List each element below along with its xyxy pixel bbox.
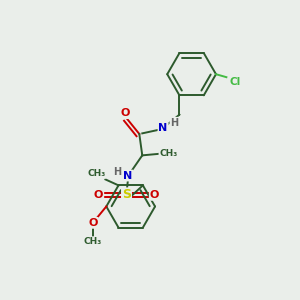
Text: O: O [94,190,103,200]
Text: N: N [123,171,133,181]
Text: Cl: Cl [230,76,241,87]
Text: O: O [121,108,130,118]
Text: O: O [150,190,159,200]
Text: N: N [158,123,168,133]
Text: H: H [112,167,121,177]
Text: CH₃: CH₃ [159,149,178,158]
Text: CH₃: CH₃ [84,237,102,246]
Text: H: H [170,118,178,128]
Text: CH₃: CH₃ [87,169,106,178]
Text: O: O [88,218,98,228]
Text: S: S [122,188,131,201]
